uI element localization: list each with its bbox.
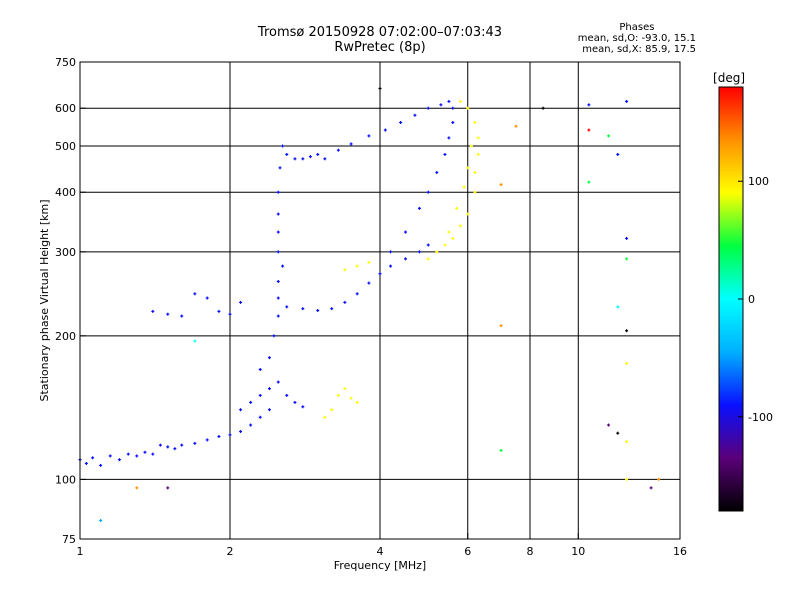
y-tick-label: 200 (55, 330, 76, 343)
noise-points (99, 86, 661, 523)
axes: 1 2 4 6 8 10 16 75 100 200 300 400 500 600 750 Frequenc… (38, 56, 687, 572)
y-tick-label: 100 (55, 473, 76, 486)
phases-x-mode: mean, sd,X: 85.9, 17.5 (582, 44, 696, 55)
colorbar-tick-label: 100 (748, 175, 769, 188)
x-mode-points (323, 99, 480, 419)
x-tick-label: 1 (77, 545, 84, 558)
x-tick-label: 4 (377, 545, 384, 558)
grid (80, 62, 680, 539)
y-tick-label: 400 (55, 186, 76, 199)
colorbar: [deg] 100 0 -100 (713, 71, 773, 512)
x-tick-label: 16 (673, 545, 687, 558)
data-points (78, 86, 661, 523)
o-mode-points (78, 99, 455, 467)
colorbar-label: [deg] (713, 71, 745, 85)
y-axis-label: Stationary phase Virtual Height [km] (38, 199, 51, 401)
x-tick-label: 6 (464, 545, 471, 558)
y-tick-label: 500 (55, 140, 76, 153)
chart-title-line1: Tromsø 20150928 07:02:00–07:03:43 (257, 25, 503, 40)
y-tick-label: 750 (55, 56, 76, 69)
phases-title: Phases (619, 22, 655, 33)
x-tick-label: 8 (527, 545, 534, 558)
y-tick-label: 75 (62, 533, 76, 546)
x-tick-label: 2 (227, 545, 234, 558)
y-tick-label: 300 (55, 246, 76, 259)
x-tick-label: 10 (571, 545, 585, 558)
colorbar-tick-label: -100 (748, 411, 773, 424)
phases-o-mode: mean, sd,O: -93.0, 15.1 (577, 33, 696, 44)
colorbar-tick-label: 0 (748, 293, 755, 306)
chart-title-line2: RwPretec (8p) (334, 40, 426, 55)
y-tick-label: 600 (55, 102, 76, 115)
phases-stats: Phases mean, sd,O: -93.0, 15.1 mean, sd,… (578, 22, 696, 55)
x-axis-label: Frequency [MHz] (334, 559, 426, 572)
